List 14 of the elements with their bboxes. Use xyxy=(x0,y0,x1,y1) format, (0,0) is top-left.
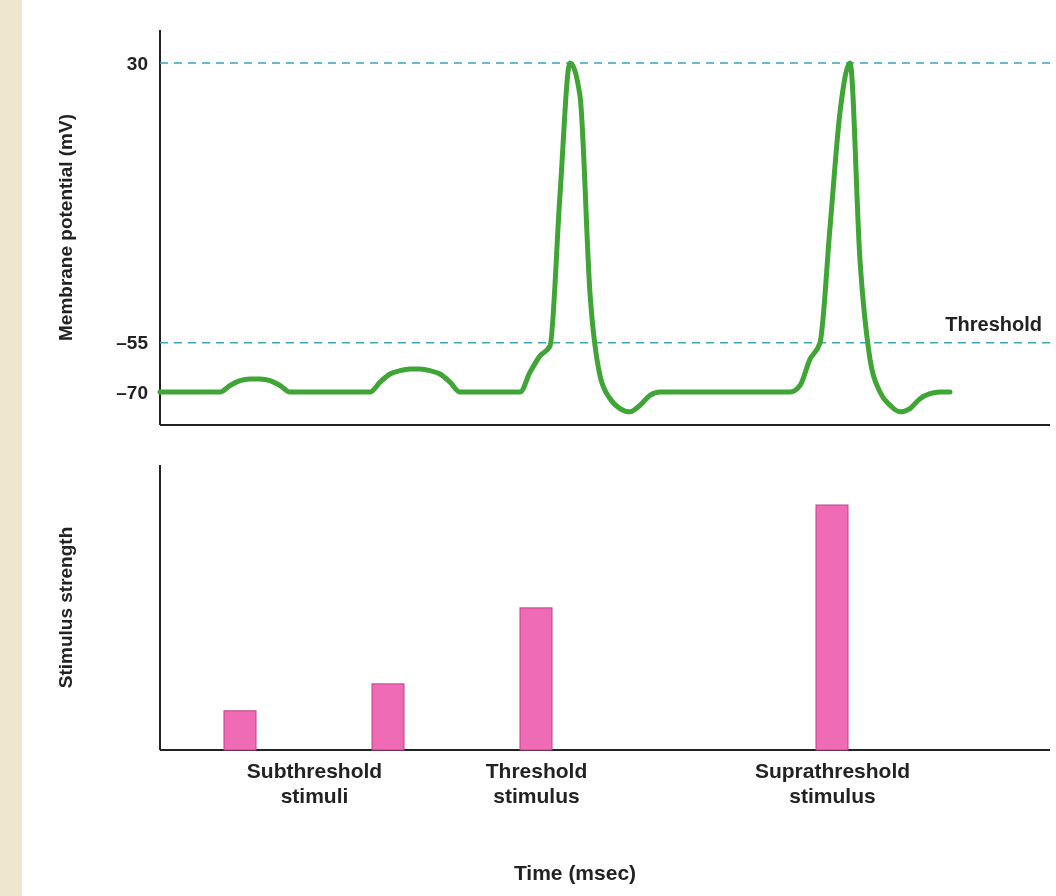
y-axis-title: Stimulus strength xyxy=(55,526,76,689)
bar xyxy=(371,683,405,751)
x-tick-label: Subthreshold stimuli xyxy=(246,759,383,808)
x-axis-title: Time (msec) xyxy=(513,861,637,884)
ref-line-label: Threshold xyxy=(945,312,1042,335)
y-axis-title: Membrane potential (mV) xyxy=(55,114,76,341)
bar xyxy=(223,710,257,751)
y-tick-label: 30 xyxy=(126,52,148,74)
x-tick-label: Threshold stimulus xyxy=(485,759,588,808)
y-tick-label: –70 xyxy=(116,381,148,403)
bar xyxy=(815,504,849,751)
bar xyxy=(519,607,553,751)
x-tick-label: Suprathreshold stimulus xyxy=(754,759,911,808)
y-tick-label: –55 xyxy=(116,332,149,354)
